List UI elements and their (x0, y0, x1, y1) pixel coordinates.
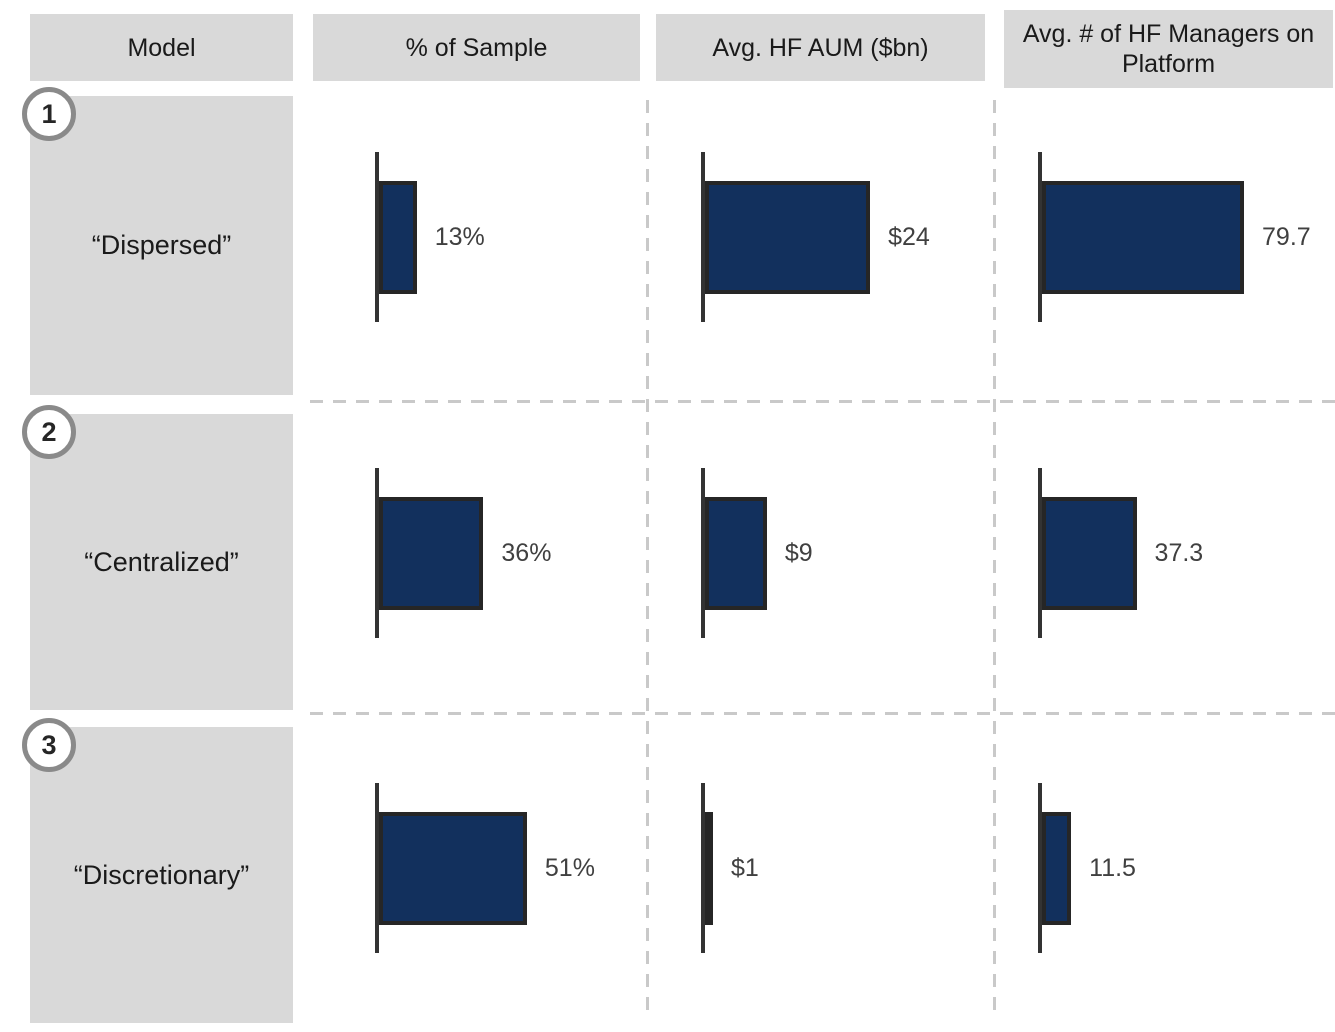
bar-baseline-axis (701, 468, 705, 638)
bar-aum-discretionary (705, 811, 713, 925)
chart-cell-aum-dispersed: $24 (701, 152, 930, 322)
chart-cell-managers-discretionary: 11.5 (1038, 783, 1136, 953)
bar-baseline-axis (1038, 783, 1042, 953)
bar-sample-centralized (379, 496, 484, 610)
row-label-text: “Dispersed” (91, 230, 232, 260)
row-number-text: 1 (41, 98, 57, 129)
row-label-text: “Discretionary” (73, 859, 250, 890)
bar-baseline-axis (1038, 468, 1042, 638)
bar-aum-dispersed (705, 180, 871, 294)
bar-value-label: 11.5 (1089, 853, 1136, 882)
row-number-badge-1: 1 (22, 87, 76, 141)
chart-cell-sample-centralized: 36% (375, 468, 551, 638)
bar-managers-dispersed (1042, 180, 1245, 294)
row-number-text: 2 (41, 416, 57, 447)
row-separator-2 (310, 712, 1335, 715)
bar-managers-centralized (1042, 496, 1137, 610)
chart-cell-managers-centralized: 37.3 (1038, 468, 1203, 638)
column-header-model: Model (30, 14, 293, 81)
chart-cell-managers-dispersed: 79.7 (1038, 152, 1311, 322)
bar-sample-dispersed (379, 180, 417, 294)
bar-value-label: 13% (434, 222, 485, 251)
bar-baseline-axis (375, 468, 379, 638)
bar-baseline-axis (1038, 152, 1042, 322)
bar-value-label: $24 (888, 222, 930, 251)
bar-baseline-axis (375, 152, 379, 322)
row-number-badge-2: 2 (22, 405, 76, 459)
bar-value-label: 51% (544, 853, 595, 882)
row-separator-1 (310, 400, 1335, 403)
column-separator-right (993, 100, 996, 1012)
row-label-dispersed: “Dispersed” (30, 96, 293, 395)
column-header-sample: % of Sample (313, 14, 640, 81)
bar-baseline-axis (701, 152, 705, 322)
bar-baseline-axis (375, 783, 379, 953)
bar-value-label: 36% (501, 538, 552, 567)
row-label-text: “Centralized” (84, 546, 239, 577)
bar-sample-discretionary (379, 811, 527, 925)
bar-value-label: 79.7 (1262, 222, 1311, 251)
bar-value-label: $1 (731, 853, 759, 882)
column-separator-left (646, 100, 649, 1012)
bar-value-label: 37.3 (1154, 538, 1204, 567)
chart-cell-sample-discretionary: 51% (375, 783, 595, 953)
row-label-centralized: “Centralized” (30, 414, 293, 710)
bar-managers-discretionary (1042, 811, 1072, 925)
bar-aum-centralized (705, 496, 767, 610)
bar-value-label: $9 (784, 538, 813, 567)
row-number-badge-3: 3 (22, 718, 76, 772)
chart-cell-sample-dispersed: 13% (375, 152, 485, 322)
column-header-aum: Avg. HF AUM ($bn) (656, 14, 985, 81)
bar-baseline-axis (701, 783, 705, 953)
column-header-managers: Avg. # of HF Managers on Platform (1004, 10, 1333, 88)
chart-cell-aum-centralized: $9 (701, 468, 813, 638)
chart-cell-aum-discretionary: $1 (701, 783, 759, 953)
row-label-discretionary: “Discretionary” (30, 727, 293, 1023)
row-number-text: 3 (41, 729, 57, 760)
